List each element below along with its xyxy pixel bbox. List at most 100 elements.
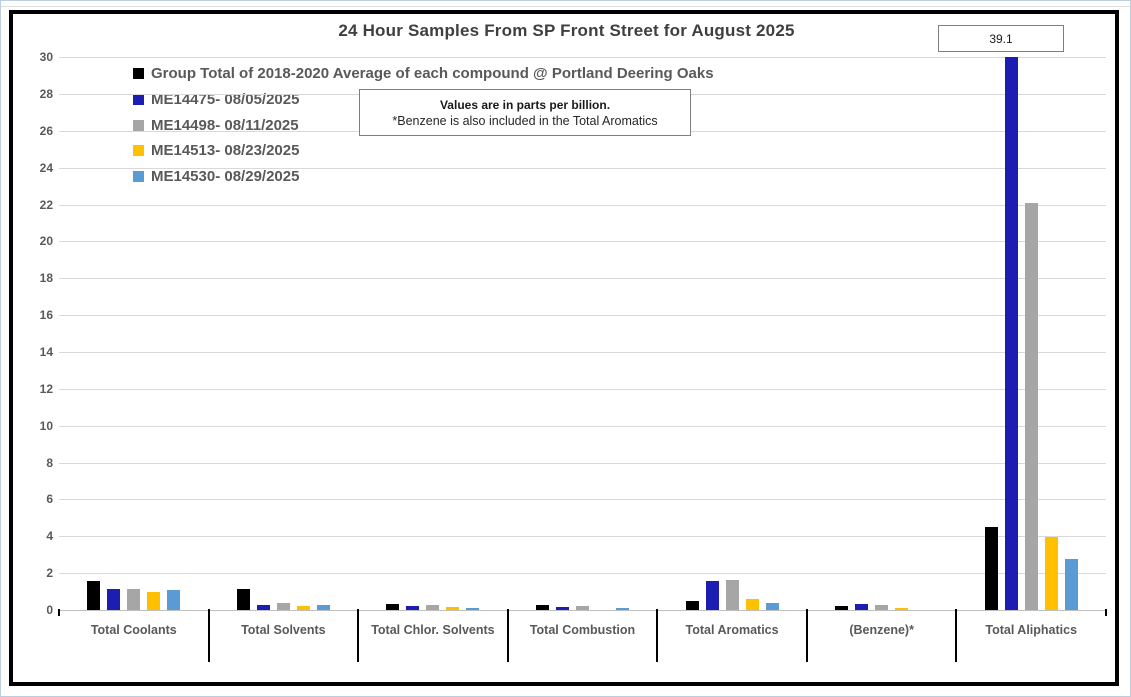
y-tick-label: 8 [46,455,53,470]
gridline [59,425,1106,427]
bar [236,588,250,610]
bar [107,588,121,610]
bar [765,602,779,610]
category-separator [805,609,808,662]
y-tick-label: 4 [46,529,53,544]
legend-label: ME14513- 08/23/2025 [151,142,300,160]
legend-swatch-icon [133,119,144,131]
legend-swatch-icon [133,68,144,80]
y-tick-label: 24 [39,160,53,175]
bar [426,605,440,610]
y-tick-label: 30 [39,50,53,64]
y-tick-label: 16 [39,308,53,323]
bar [1064,559,1078,610]
category-label: (Benzene)* [849,623,914,637]
bar-group [807,57,957,610]
max-value-box: 39.1 [938,25,1064,52]
sheet-gridline [1,6,1130,7]
legend-item: Group Total of 2018-2020 Average of each… [133,61,714,87]
legend-swatch-icon [133,94,144,106]
bar [575,606,589,610]
category-label: Total Aromatics [685,623,779,637]
gridline [59,278,1106,280]
legend-label: ME14498- 08/11/2025 [151,116,299,134]
legend-item: ME14530- 08/29/2025 [133,164,714,190]
y-tick-label: 2 [46,566,53,581]
gridline [59,204,1106,206]
legend-label: ME14475- 08/05/2025 [151,91,300,109]
y-tick-label: 12 [39,381,53,396]
y-tick-label: 0 [46,603,53,617]
bar-group [358,57,508,610]
bar-group [657,57,807,610]
bar [406,606,420,610]
bar [705,580,719,610]
gridline [59,573,1106,575]
bar [745,598,759,610]
gridline [59,351,1106,353]
legend-item: ME14475- 08/05/2025 [133,87,714,113]
legend-swatch-icon [133,145,144,157]
axis-tick [58,609,60,616]
bar [446,607,460,610]
bar [895,608,909,610]
note-line-bold: Values are in parts per billion. [439,97,611,112]
gridline [59,57,1106,58]
bar [615,608,629,610]
category-separator [506,609,509,662]
bar [127,588,141,610]
category-label: Total Chlor. Solvents [371,623,495,637]
bar [147,591,161,610]
bar [555,607,569,610]
note-line: *Benzene is also included in the Total A… [392,113,658,128]
bar [167,589,181,610]
y-tick-label: 20 [39,234,53,249]
y-tick-label: 28 [39,86,53,101]
gridline [59,388,1106,390]
legend: Group Total of 2018-2020 Average of each… [133,61,714,189]
gridline [59,536,1106,538]
bar [855,603,869,610]
bar [835,606,849,610]
gridline [59,241,1106,243]
bar [1044,537,1058,610]
category-separator [207,609,210,662]
category-separator [357,609,360,662]
axis-tick [1105,609,1107,616]
gridline [59,315,1106,317]
bar [1004,57,1018,610]
bar [984,527,998,610]
y-tick-label: 10 [39,418,53,433]
bar [1024,202,1038,610]
y-tick-label: 14 [39,344,53,359]
category-separator [656,609,659,662]
plot-area [59,57,1106,611]
bar [256,604,270,610]
bar [386,603,400,610]
category-label: Total Coolants [90,623,177,637]
bar [725,579,739,610]
bar [276,602,290,610]
chart-title: 24 Hour Samples From SP Front Street for… [338,21,795,40]
category-separator [955,609,958,662]
legend-item: ME14513- 08/23/2025 [133,138,714,164]
bar-group [209,57,359,610]
bar [316,605,330,610]
y-tick-label: 18 [39,271,53,286]
note-box: Values are in parts per billion. *Benzen… [359,89,691,136]
bar [466,608,480,610]
legend-label: Group Total of 2018-2020 Average of each… [151,65,714,83]
gridline [59,499,1106,501]
legend-item: ME14498- 08/11/2025 [133,112,714,138]
bar-group [508,57,658,610]
bar-group [59,57,209,610]
bar-group [956,57,1106,610]
bar [685,600,699,610]
bar [87,581,101,610]
category-label: Total Combustion [529,623,636,637]
y-tick-label: 26 [39,123,53,138]
bar [296,606,310,610]
gridline [59,462,1106,464]
legend-label: ME14530- 08/29/2025 [151,168,300,186]
